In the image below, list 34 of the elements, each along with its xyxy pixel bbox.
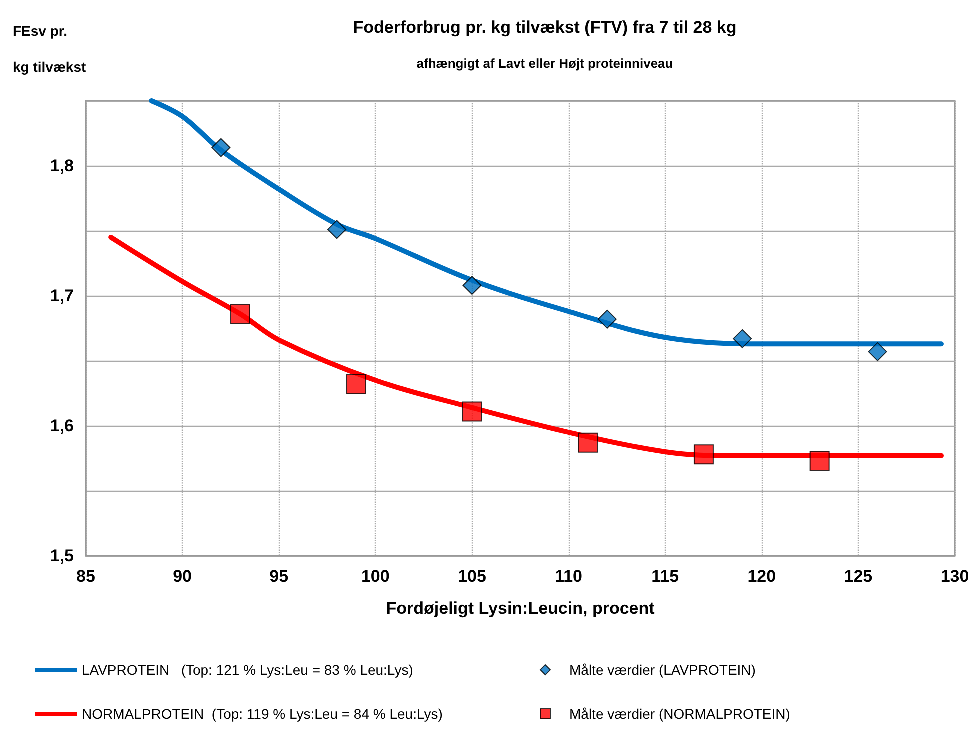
y-tick-label: 1,7 — [50, 286, 74, 306]
legend-label: Målte værdier (NORMALPROTEIN) — [570, 706, 790, 722]
x-tick-label: 110 — [555, 567, 582, 586]
x-tick-label: 130 — [940, 567, 970, 586]
y-tick-label: 1,6 — [50, 416, 74, 436]
point — [328, 220, 347, 240]
legend-label: LAVPROTEIN (Top: 121 % Lys:Leu = 83 % Leu:Lys) — [82, 662, 414, 678]
point — [733, 329, 752, 348]
x-tick-label: 100 — [361, 567, 390, 586]
y-tick-label: 1,8 — [50, 156, 74, 176]
x-axis-title: Fordøjeligt Lysin:Leucin, procent — [386, 599, 656, 618]
point — [694, 444, 714, 465]
x-tick-label: 95 — [270, 567, 289, 586]
point — [462, 276, 482, 296]
point — [230, 304, 250, 324]
point — [598, 310, 617, 329]
y-tick-label: 1,5 — [50, 546, 74, 566]
x-tick-label: 85 — [76, 567, 96, 586]
x-tick-label: 125 — [844, 567, 873, 586]
point — [212, 138, 231, 158]
point — [810, 451, 830, 472]
x-tick-label: 90 — [173, 567, 192, 586]
x-tick-label: 115 — [652, 567, 680, 586]
chart-subtitle: afhængigt af Lavt eller Højt proteinniveau — [416, 56, 674, 71]
legend-label: NORMALPROTEIN (Top: 119 % Lys:Leu = 84 % Leu:Lys) — [82, 706, 443, 722]
point — [462, 402, 482, 422]
point — [868, 342, 888, 362]
legend-label: Målte værdier (LAVPROTEIN) — [570, 662, 756, 678]
point — [578, 432, 598, 453]
x-tick-label: 105 — [458, 567, 486, 586]
point — [346, 374, 366, 394]
chart-title: Foderforbrug pr. kg tilvækst (FTV) fra 7 til 28 kg — [353, 18, 737, 37]
text: FEsv pr. kg tilvækst — [13, 23, 86, 75]
x-tick-label: 120 — [748, 567, 776, 586]
